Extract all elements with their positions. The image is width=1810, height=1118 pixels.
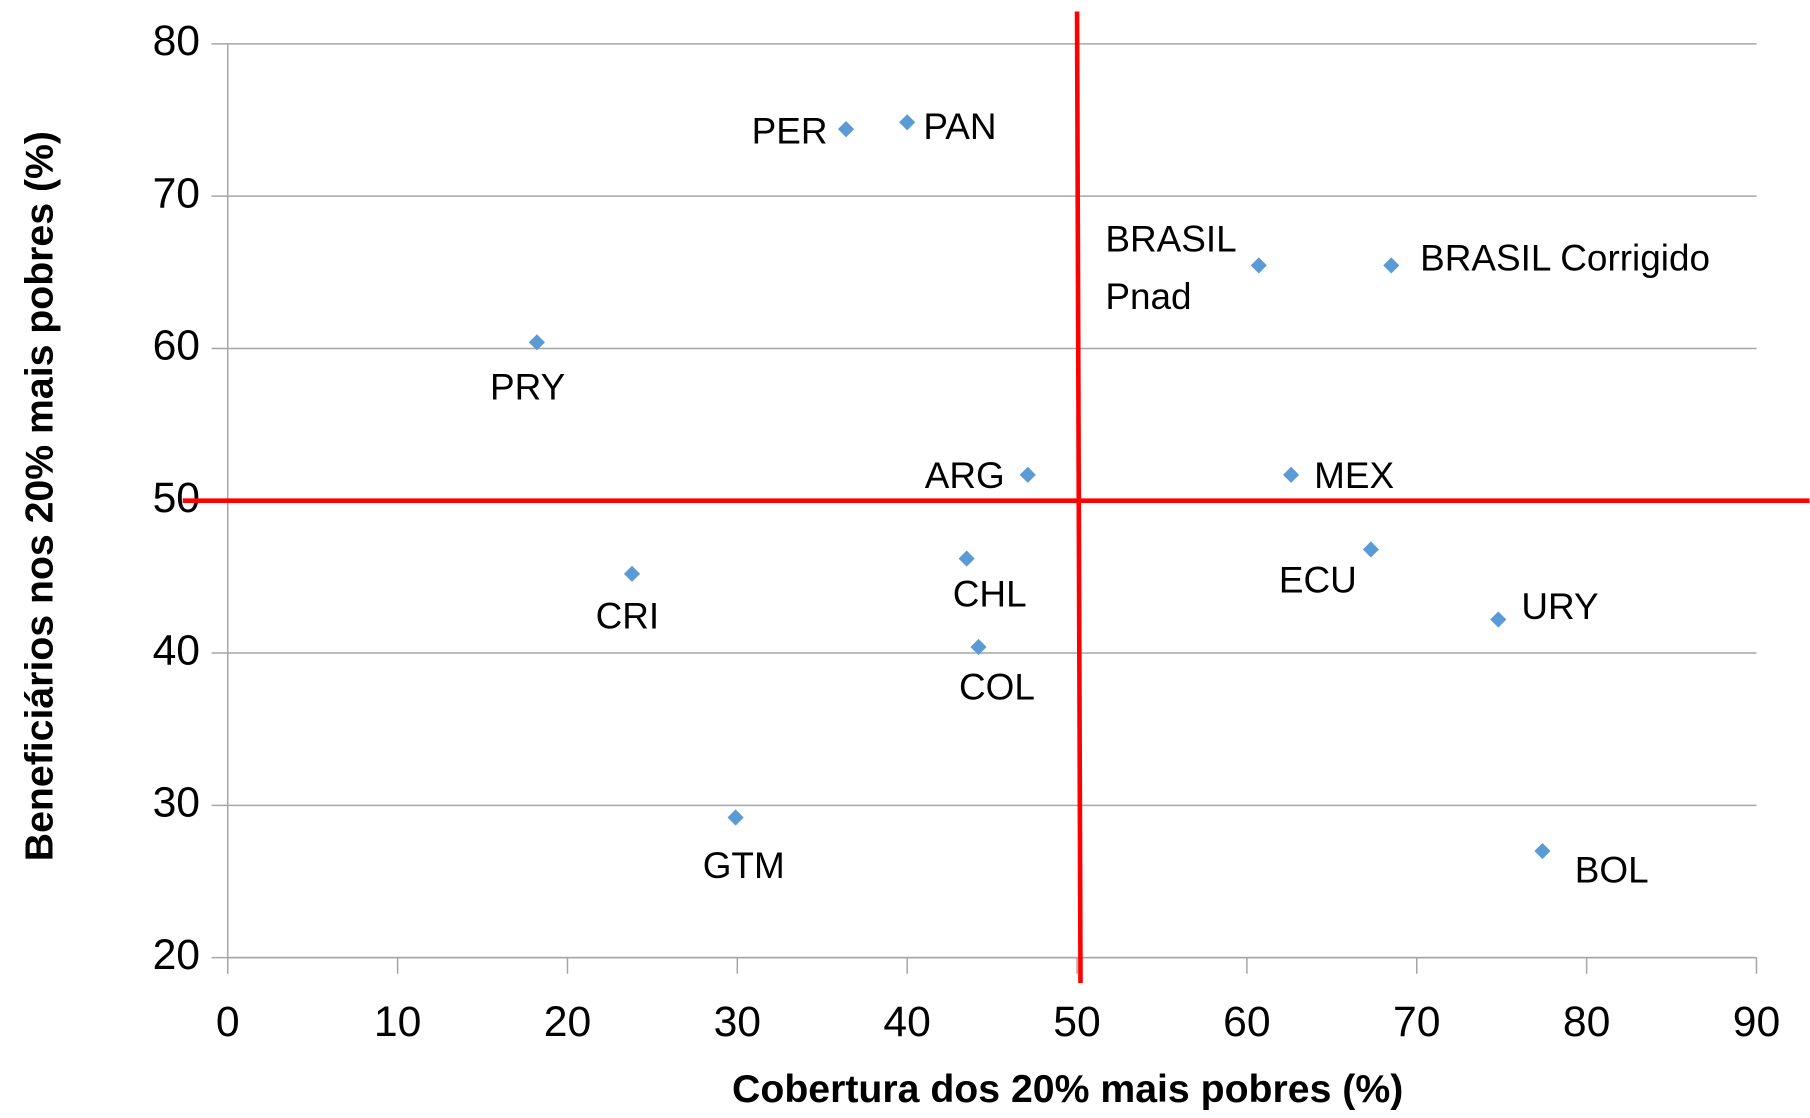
y-tick-label: 60 — [153, 322, 200, 370]
point-label: CRI — [596, 596, 660, 637]
x-tick-label: 50 — [1053, 998, 1100, 1046]
x-tick-label: 0 — [216, 998, 240, 1046]
axes — [211, 43, 1758, 974]
point-label: URY — [1521, 586, 1598, 627]
point-label: PRY — [490, 366, 565, 407]
x-tick-label: 60 — [1223, 998, 1270, 1046]
point — [1019, 466, 1036, 483]
y-tick-label: 40 — [153, 626, 200, 674]
y-tick-label: 50 — [153, 474, 200, 522]
y-tick-label: 80 — [153, 17, 200, 65]
point — [958, 550, 975, 567]
point-label: COL — [959, 666, 1035, 707]
point-label: MEX — [1314, 455, 1394, 496]
point — [1282, 466, 1300, 483]
point — [837, 121, 855, 138]
point-label: ARG — [925, 455, 1005, 496]
x-tick-label: 20 — [544, 998, 591, 1046]
y-axis-title: Beneficiários nos 20% mais pobres (%) — [17, 131, 61, 861]
x-tick-label: 70 — [1393, 998, 1440, 1046]
point-label: CHL — [953, 573, 1027, 614]
point — [899, 114, 916, 131]
x-axis-title: Cobertura dos 20% mais pobres (%) — [732, 1067, 1403, 1111]
point — [1534, 842, 1551, 860]
x-tick-label: 90 — [1733, 998, 1780, 1046]
point — [1490, 611, 1507, 628]
point — [1250, 257, 1267, 274]
point — [1362, 541, 1379, 558]
point-label: BRASIL Pnad — [1105, 218, 1236, 318]
y-tick-label: 70 — [153, 169, 200, 217]
point-label: PAN — [923, 106, 996, 147]
point-label: PER — [752, 110, 828, 151]
point-label: BRASIL Corrigido — [1420, 238, 1710, 279]
x-tick-label: 10 — [374, 998, 421, 1046]
point — [727, 809, 744, 826]
point — [623, 565, 641, 582]
point-label-box: BRASIL Pnad — [1105, 218, 1236, 318]
x-tick-label: 80 — [1563, 998, 1610, 1046]
point — [1383, 257, 1400, 274]
reference-line-x — [1074, 11, 1083, 984]
point — [970, 638, 987, 656]
y-tick-label: 30 — [153, 779, 200, 827]
x-tick-label: 30 — [714, 998, 761, 1046]
point-label: ECU — [1279, 560, 1357, 601]
y-tick-label: 20 — [153, 931, 200, 979]
point-label: GTM — [703, 845, 785, 886]
x-tick-label: 40 — [883, 998, 930, 1046]
point-label: BOL — [1575, 850, 1649, 891]
